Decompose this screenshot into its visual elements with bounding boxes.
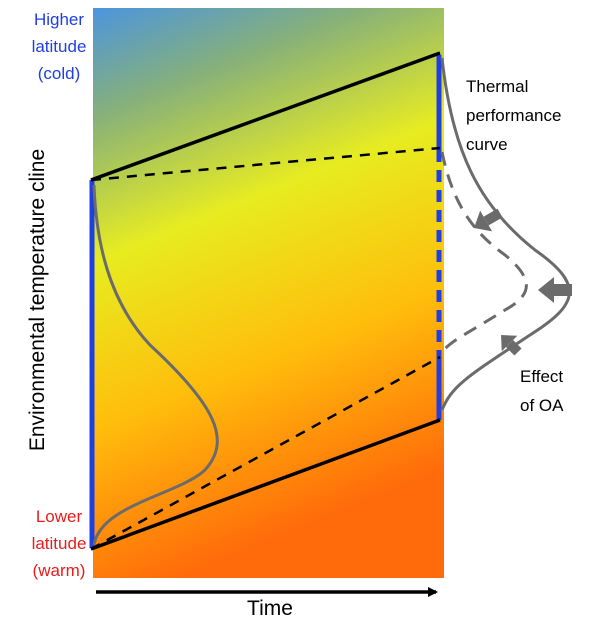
lower-latitude-line-3: (warm) — [32, 561, 86, 580]
lower-latitude-line-1: Lower — [35, 507, 83, 526]
oa-thermal-curve — [440, 151, 528, 353]
thermal-curve-line-2: performance — [466, 106, 562, 125]
thermal-curve-line-1: Thermal — [466, 77, 529, 96]
oa-arrow-upper — [474, 208, 503, 232]
oa-effect-arrows — [474, 208, 572, 356]
initial-thermal-curve — [92, 184, 219, 546]
effect-of-oa-line-2: of OA — [520, 396, 564, 415]
thermal-curve-label: Thermal performance curve — [466, 72, 566, 159]
higher-latitude-line-3: (cold) — [37, 64, 81, 83]
effect-of-oa-label: Effect of OA — [520, 362, 590, 420]
lower-latitude-label: Lower latitude (warm) — [24, 503, 94, 584]
upper-boundary-line — [90, 51, 441, 182]
lower-oa-boundary-line — [90, 355, 441, 551]
effect-of-oa-line-1: Effect — [520, 367, 564, 386]
upper-oa-boundary-line — [90, 146, 441, 182]
higher-latitude-line-1: Higher — [33, 10, 85, 29]
higher-latitude-line-2: latitude — [31, 37, 87, 56]
higher-latitude-label: Higher latitude (cold) — [24, 6, 94, 87]
temperature-gradient-background — [93, 8, 444, 578]
thermal-performance-curve — [440, 57, 571, 411]
thermal-curve-line-3: curve — [466, 135, 508, 154]
lower-latitude-line-2: latitude — [31, 534, 87, 553]
oa-arrow-middle — [538, 277, 572, 303]
y-axis-label: Environmental temperature cline — [26, 148, 49, 452]
lower-boundary-line — [90, 418, 441, 551]
x-axis-label: Time — [247, 597, 293, 620]
oa-arrow-lower — [501, 335, 522, 356]
